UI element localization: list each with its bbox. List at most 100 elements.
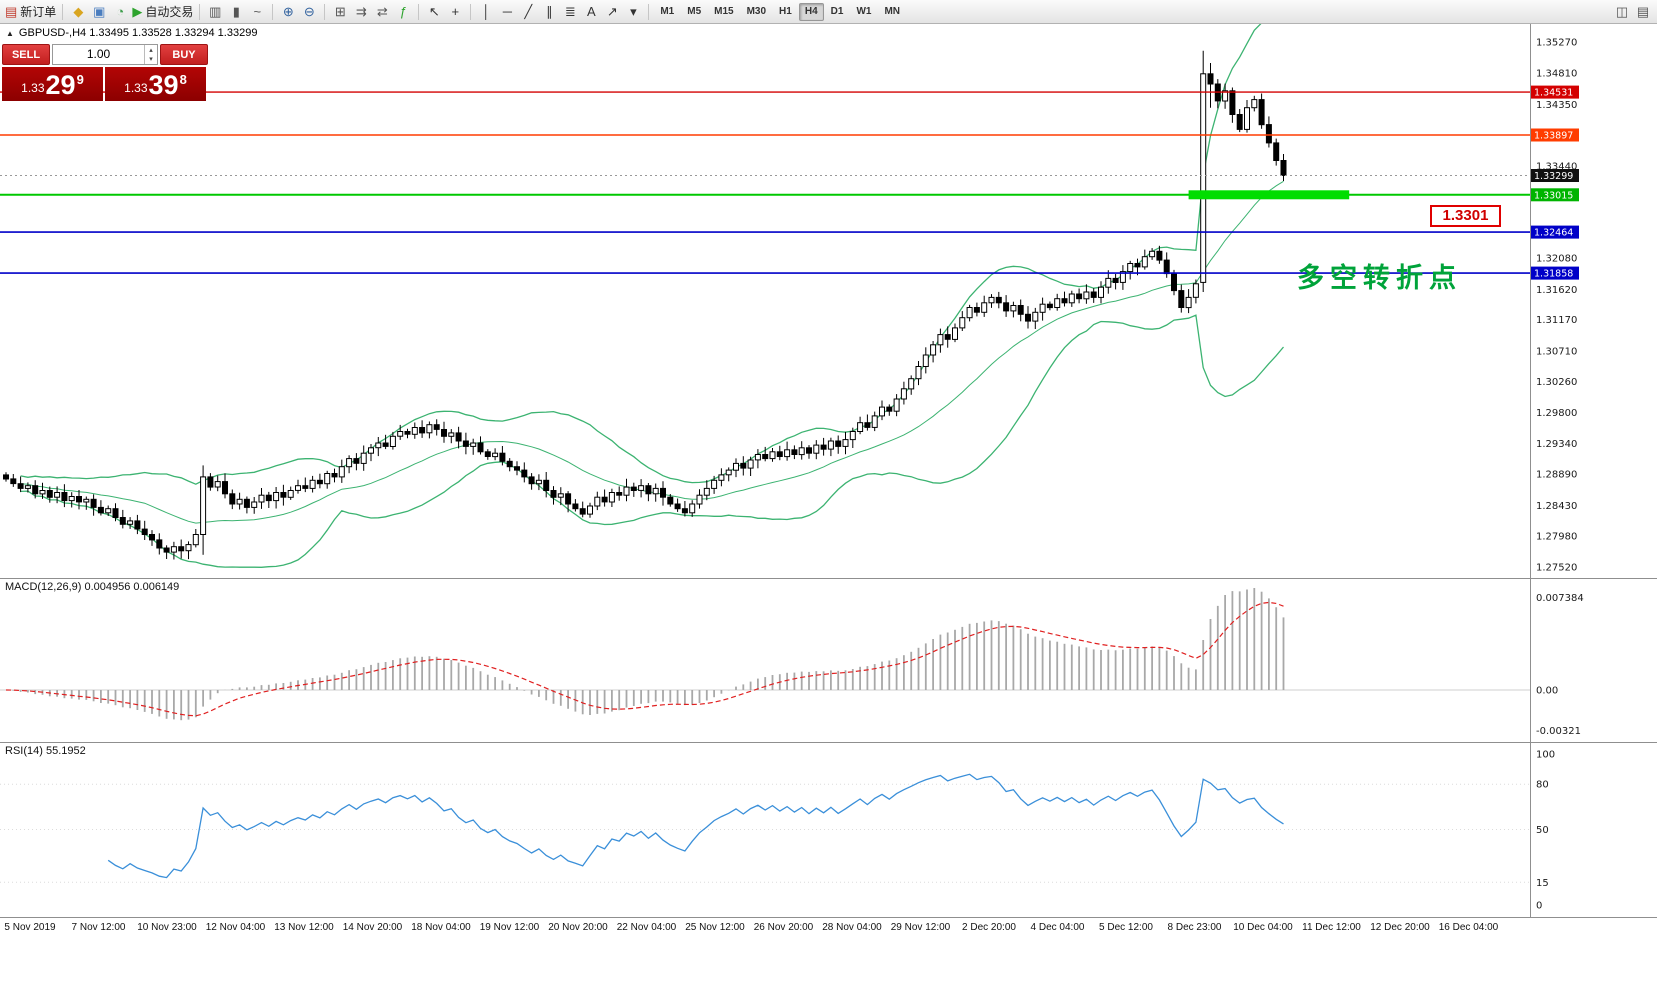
chart-shift-icon: ⇄	[376, 4, 388, 19]
time-axis[interactable]: 5 Nov 2019 7 Nov 12:00 10 Nov 23:00 12 Nov …	[0, 917, 1657, 937]
horizontal-line-icon[interactable]: ─	[497, 2, 517, 22]
macd-chart[interactable]: 0.007384 0.00 -0.00321	[0, 578, 1657, 742]
zoom-in-icon[interactable]: ⊕	[278, 2, 298, 22]
crosshair-icon[interactable]: +	[445, 2, 465, 22]
text-icon[interactable]: A	[581, 2, 601, 22]
autotrading-button[interactable]: ▶ 自动交易	[131, 2, 194, 22]
objects-dropdown-icon[interactable]: ▾	[623, 2, 643, 22]
tile-windows-icon: ⊞	[334, 4, 346, 19]
highlight-rectangle[interactable]	[1188, 190, 1350, 200]
tile-windows-icon[interactable]: ⊞	[330, 2, 350, 22]
time-axis-label: 18 Nov 04:00	[411, 922, 471, 933]
price-axis-label: 1.28890	[1536, 470, 1577, 481]
price-axis-label: 1.27520	[1536, 563, 1577, 574]
docking-icon: ▤	[1636, 4, 1650, 19]
volume-decrease-icon[interactable]: ▾	[149, 55, 153, 63]
toolbar-separator	[272, 3, 274, 20]
price-badge-label: 1.33015	[1534, 190, 1573, 201]
macd-axis-label: 0.00	[1536, 686, 1558, 697]
zoom-out-icon[interactable]: ⊖	[299, 2, 319, 22]
rsi-line	[107, 773, 1284, 879]
volume-control[interactable]: 1.00 ▴ ▾	[52, 44, 158, 65]
price-badge-label: 1.32464	[1534, 228, 1573, 239]
auto-scroll-icon[interactable]: ⇉	[351, 2, 371, 22]
toolbar-separator	[418, 3, 420, 20]
macd-axis-label: -0.00321	[1536, 726, 1581, 737]
new-order-button[interactable]: ▤ 新订单	[4, 2, 57, 22]
macd-axis-label: 0.007384	[1536, 593, 1584, 604]
arrows-icon[interactable]: ↗	[602, 2, 622, 22]
trendline-icon: ╱	[524, 4, 533, 19]
fibonacci-icon[interactable]: ≣	[560, 2, 580, 22]
bid-prefix: 1.33	[21, 81, 45, 95]
bar-chart-icon[interactable]: ▥	[205, 2, 225, 22]
candles	[3, 50, 1287, 560]
volume-increase-icon[interactable]: ▴	[149, 46, 153, 54]
candlestick-chart-icon[interactable]: ▮	[226, 2, 246, 22]
turning-point-annotation: 多空转折点	[1297, 263, 1462, 294]
bollinger-lower-band	[20, 314, 1284, 568]
rsi-label: RSI(14) 55.1952	[5, 745, 86, 757]
symbol-ohlc-text: GBPUSD-,H4 1.33495 1.33528 1.33294 1.332…	[18, 27, 258, 39]
price-axis-label: 1.31170	[1536, 315, 1577, 326]
buy-price-display[interactable]: 1.33 39 8	[105, 67, 206, 101]
tf-w1[interactable]: W1	[850, 3, 877, 21]
time-axis-label: 14 Nov 20:00	[342, 922, 403, 933]
tf-m30[interactable]: M30	[741, 3, 772, 21]
vertical-line-icon[interactable]: │	[476, 2, 496, 22]
crosshair-icon: +	[451, 4, 460, 19]
navigator-icon[interactable]: ◔	[110, 2, 130, 22]
line-chart-icon: ~	[253, 4, 262, 19]
tf-mn[interactable]: MN	[878, 3, 906, 21]
tf-m15[interactable]: M15	[708, 3, 739, 21]
autotrading-button-label: 自动交易	[145, 5, 194, 19]
sell-button[interactable]: SELL	[2, 44, 50, 65]
chart-shift-icon[interactable]: ⇄	[372, 2, 392, 22]
bid-sup: 9	[76, 72, 84, 87]
buy-button[interactable]: BUY	[160, 44, 208, 65]
rsi-panel: 100 80 50 15 0 RSI(14) 55.1952	[0, 742, 1657, 917]
trendline-icon[interactable]: ╱	[518, 2, 538, 22]
sell-price-display[interactable]: 1.33 29 9	[2, 67, 103, 101]
toolbar-separator	[62, 3, 64, 20]
tf-d1[interactable]: D1	[825, 3, 850, 21]
tf-h1[interactable]: H1	[773, 3, 798, 21]
line-chart-icon[interactable]: ~	[247, 2, 267, 22]
rsi-axis-label: 15	[1536, 878, 1549, 889]
time-axis-label: 20 Nov 20:00	[548, 922, 608, 933]
arrows-icon: ↗	[606, 4, 618, 19]
time-axis-label: 28 Nov 04:00	[822, 922, 882, 933]
docking-icon[interactable]: ▤	[1633, 2, 1653, 22]
tf-m1[interactable]: M1	[654, 3, 680, 21]
data-window-icon[interactable]: ▣	[89, 2, 109, 22]
price-level-label[interactable]: 1.3301	[1430, 205, 1501, 227]
price-axis-label: 1.35270	[1536, 38, 1577, 49]
volume-input[interactable]: 1.00	[86, 47, 111, 61]
zoom-out-icon: ⊖	[303, 4, 315, 19]
rsi-axis-label: 80	[1536, 780, 1549, 791]
tf-h4[interactable]: H4	[798, 2, 824, 21]
marketwatch-icon[interactable]: ◆	[68, 2, 88, 22]
chart-window-icon[interactable]: ◫	[1612, 2, 1632, 22]
channel-icon: ∥	[546, 4, 553, 19]
navigator-icon: ◔	[116, 4, 125, 19]
symbol-collapse-icon[interactable]: ▲	[6, 28, 14, 38]
time-axis-label: 19 Nov 12:00	[479, 922, 540, 933]
cursor-icon[interactable]: ↖	[424, 2, 444, 22]
tf-m5[interactable]: M5	[681, 3, 707, 21]
time-axis-label: 10 Dec 04:00	[1233, 922, 1293, 933]
vertical-line-icon: │	[482, 4, 491, 19]
price-axis-label: 1.34350	[1536, 100, 1577, 111]
new-order-button-label: 新订单	[20, 5, 57, 19]
price-badge-label: 1.34531	[1534, 88, 1573, 99]
time-axis-label: 2 Dec 20:00	[962, 922, 1016, 933]
bottom-empty-area	[0, 937, 1657, 988]
time-axis-label: 5 Nov 2019	[4, 922, 56, 933]
objects-dropdown-icon: ▾	[630, 4, 637, 19]
rsi-chart[interactable]: 100 80 50 15 0	[0, 742, 1657, 917]
ask-prefix: 1.33	[124, 81, 148, 95]
candlestick-chart[interactable]: 1.35270 1.34810 1.34350 1.33440 1.32080 1.316…	[0, 24, 1657, 578]
data-window-icon: ▣	[93, 4, 106, 19]
channel-icon[interactable]: ∥	[539, 2, 559, 22]
indicators-icon[interactable]: ƒ	[393, 2, 413, 22]
